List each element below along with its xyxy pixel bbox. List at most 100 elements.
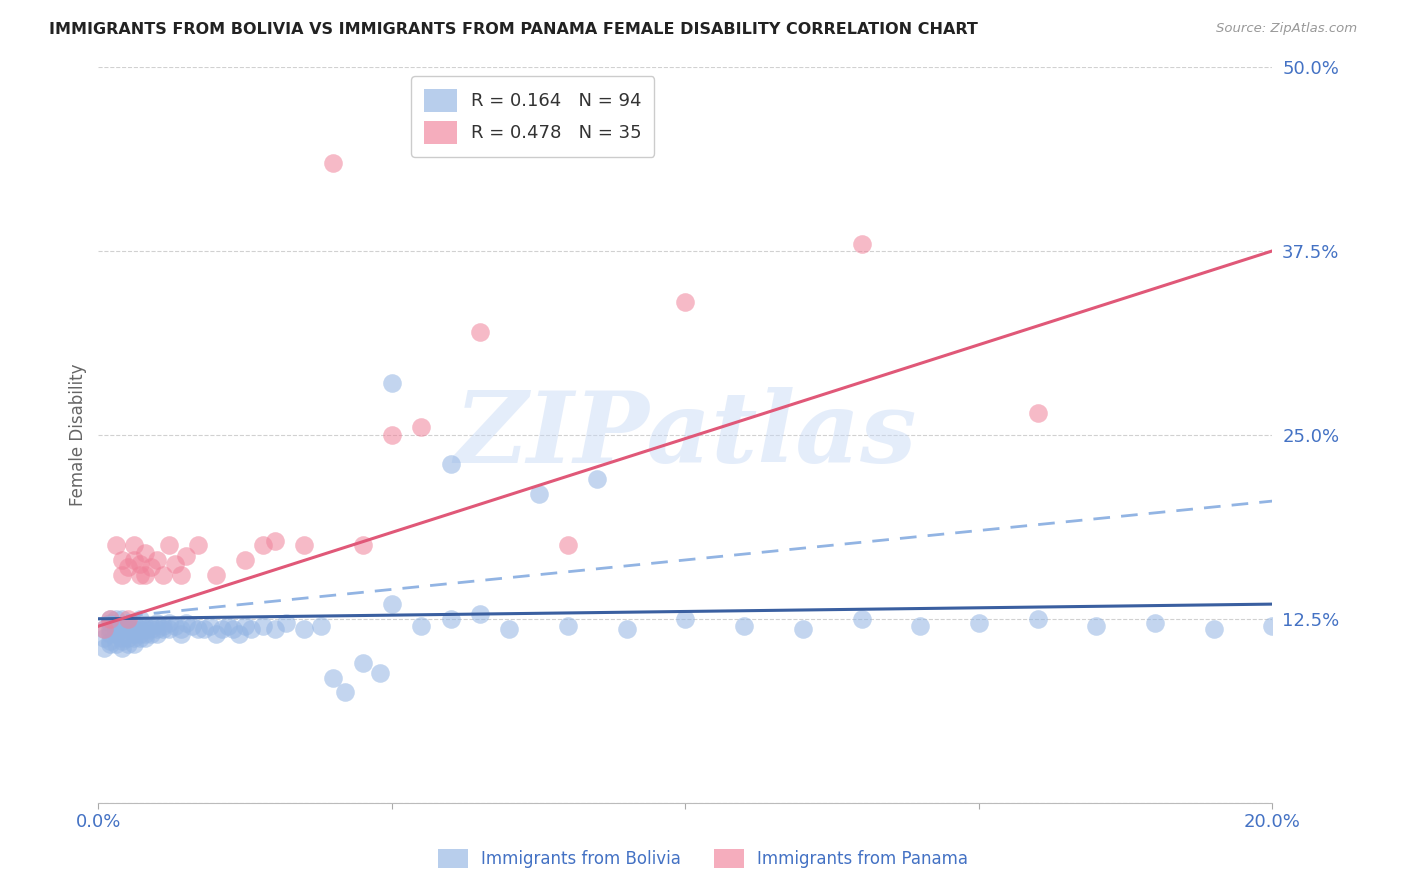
Point	[111, 622, 134, 636]
Point	[111, 622, 134, 636]
Point	[198, 619, 221, 633]
Point	[134, 545, 156, 560]
Point	[352, 656, 374, 670]
Point	[152, 619, 174, 633]
Point	[152, 622, 174, 636]
Point	[117, 612, 139, 626]
Point	[128, 567, 150, 582]
Point	[134, 631, 156, 645]
Point	[117, 622, 139, 636]
Point	[128, 631, 150, 645]
Point	[169, 622, 191, 636]
Point	[98, 612, 121, 626]
Point	[263, 533, 285, 548]
Point	[381, 376, 404, 391]
Point	[98, 612, 121, 626]
Point	[105, 612, 128, 626]
Point	[111, 631, 134, 645]
Point	[122, 616, 145, 631]
Point	[141, 560, 163, 574]
Point	[93, 622, 115, 636]
Point	[111, 612, 134, 626]
Point	[211, 622, 233, 636]
Point	[322, 155, 344, 169]
Point	[117, 560, 139, 574]
Point	[122, 553, 145, 567]
Point	[1085, 619, 1108, 633]
Point	[263, 622, 285, 636]
Point	[122, 637, 145, 651]
Point	[111, 641, 134, 656]
Point	[105, 619, 128, 633]
Point	[967, 616, 990, 631]
Point	[217, 619, 239, 633]
Point	[205, 626, 228, 640]
Point	[111, 567, 134, 582]
Point	[98, 626, 121, 640]
Point	[240, 622, 263, 636]
Point	[157, 538, 180, 552]
Point	[851, 236, 873, 251]
Point	[93, 622, 115, 636]
Point	[851, 612, 873, 626]
Point	[111, 633, 134, 648]
Point	[292, 538, 315, 552]
Point	[105, 622, 128, 636]
Point	[792, 622, 814, 636]
Point	[146, 553, 169, 567]
Point	[439, 612, 461, 626]
Point	[368, 666, 391, 681]
Point	[910, 619, 932, 633]
Point	[117, 622, 139, 636]
Legend: R = 0.164   N = 94, R = 0.478   N = 35: R = 0.164 N = 94, R = 0.478 N = 35	[412, 76, 654, 157]
Point	[181, 619, 204, 633]
Point	[146, 622, 169, 636]
Point	[311, 619, 333, 633]
Point	[93, 641, 115, 656]
Point	[381, 597, 404, 611]
Point	[468, 325, 491, 339]
Point	[128, 612, 150, 626]
Text: IMMIGRANTS FROM BOLIVIA VS IMMIGRANTS FROM PANAMA FEMALE DISABILITY CORRELATION : IMMIGRANTS FROM BOLIVIA VS IMMIGRANTS FR…	[49, 22, 979, 37]
Point	[122, 631, 145, 645]
Point	[228, 626, 250, 640]
Point	[222, 622, 245, 636]
Point	[411, 420, 433, 434]
Point	[169, 567, 191, 582]
Point	[276, 616, 298, 631]
Point	[146, 616, 169, 631]
Point	[93, 631, 115, 645]
Point	[187, 622, 209, 636]
Point	[134, 567, 156, 582]
Point	[157, 622, 180, 636]
Point	[292, 622, 315, 636]
Point	[134, 622, 156, 636]
Point	[176, 549, 198, 563]
Point	[439, 457, 461, 471]
Point	[157, 616, 180, 631]
Point	[733, 619, 755, 633]
Point	[163, 558, 186, 572]
Point	[122, 622, 145, 636]
Point	[98, 622, 121, 636]
Point	[122, 626, 145, 640]
Point	[105, 626, 128, 640]
Point	[557, 538, 579, 552]
Point	[141, 619, 163, 633]
Point	[187, 538, 209, 552]
Point	[1026, 406, 1049, 420]
Point	[193, 622, 215, 636]
Point	[233, 619, 256, 633]
Point	[117, 631, 139, 645]
Point	[205, 567, 228, 582]
Point	[141, 622, 163, 636]
Point	[117, 637, 139, 651]
Point	[163, 619, 186, 633]
Point	[468, 607, 491, 622]
Point	[134, 619, 156, 633]
Point	[128, 626, 150, 640]
Point	[586, 472, 609, 486]
Point	[233, 553, 256, 567]
Point	[117, 619, 139, 633]
Point	[169, 626, 191, 640]
